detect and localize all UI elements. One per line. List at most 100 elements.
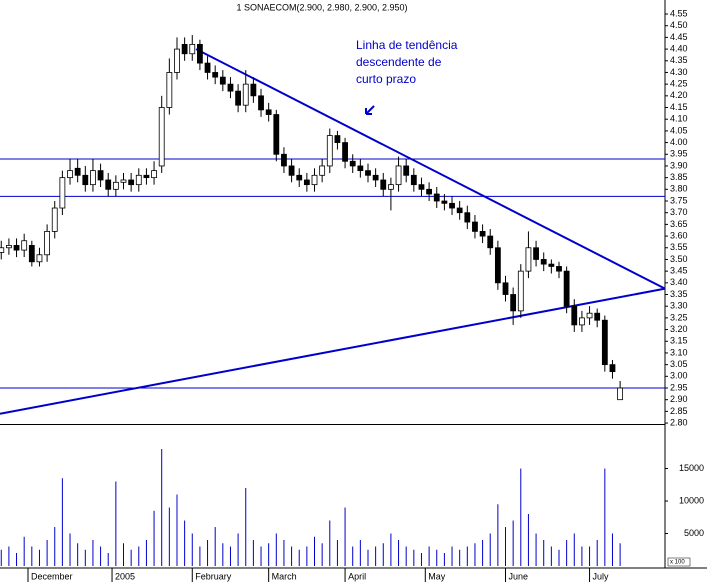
- y-tick-label: 4.40: [670, 43, 688, 53]
- y-tick-label: 3.65: [670, 219, 688, 229]
- candle-body: [464, 212, 471, 223]
- volume-tick-label: 5000: [684, 528, 704, 538]
- candle-body: [311, 174, 318, 186]
- candle-body: [609, 364, 616, 373]
- candle-body: [418, 184, 425, 190]
- candle-body: [265, 109, 272, 115]
- candle-body: [51, 207, 58, 232]
- candle-body: [334, 135, 341, 143]
- annotation-text: descendente de: [356, 55, 442, 69]
- candle-body: [212, 72, 219, 78]
- candle-body: [617, 387, 624, 401]
- candle-body: [112, 181, 119, 190]
- candle-body: [242, 83, 249, 106]
- y-tick-label: 3.55: [670, 242, 688, 252]
- y-tick-label: 3.60: [670, 230, 688, 240]
- candle-body: [563, 270, 570, 307]
- candle-body: [166, 72, 173, 108]
- candle-body: [342, 142, 348, 162]
- x-tick-label: March: [272, 571, 297, 581]
- candle-body: [59, 177, 66, 209]
- candle-body: [158, 107, 165, 167]
- x-tick-label: December: [31, 571, 73, 581]
- candle-body: [128, 179, 135, 186]
- x-tick-label: June: [509, 571, 529, 581]
- y-tick-label: 3.50: [670, 254, 688, 264]
- candle-body: [479, 231, 486, 237]
- candle-body: [97, 170, 104, 181]
- candle-body: [258, 95, 264, 111]
- candle-body: [548, 263, 555, 267]
- candle-body: [426, 188, 433, 195]
- trendline: [195, 48, 666, 290]
- candle-body: [449, 202, 455, 209]
- y-tick-label: 3.30: [670, 301, 688, 311]
- y-tick-label: 4.30: [670, 67, 688, 77]
- x-tick-label: February: [195, 571, 232, 581]
- y-tick-label: 3.90: [670, 160, 688, 170]
- candle-body: [13, 245, 20, 251]
- y-tick-label: 4.20: [670, 90, 688, 100]
- candle-body: [441, 200, 448, 204]
- y-tick-label: 3.20: [670, 324, 688, 334]
- y-tick-label: 4.05: [670, 125, 688, 135]
- candle-body: [494, 247, 501, 284]
- y-tick-label: 4.55: [670, 8, 688, 18]
- candle-body: [273, 114, 280, 155]
- candle-body: [281, 153, 287, 167]
- candle-body: [197, 44, 203, 64]
- candle-body: [410, 174, 417, 186]
- y-tick-label: 3.85: [670, 172, 688, 182]
- volume-tick-label: 10000: [679, 495, 704, 505]
- candle-body: [357, 165, 364, 172]
- y-tick-label: 4.10: [670, 114, 688, 124]
- y-tick-label: 4.35: [670, 55, 688, 65]
- candle-body: [533, 247, 539, 260]
- candle-body: [303, 179, 310, 186]
- y-tick-label: 4.00: [670, 137, 688, 147]
- candle-body: [601, 319, 608, 366]
- candle-body: [204, 62, 211, 73]
- candle-body: [388, 184, 394, 190]
- y-tick-label: 3.00: [670, 371, 688, 381]
- candle-body: [326, 135, 333, 167]
- candle-body: [380, 179, 387, 190]
- x-tick-label: 2005: [115, 571, 135, 581]
- y-tick-label: 2.90: [670, 394, 688, 404]
- chart-title: 1 SONAECOM(2.900, 2.980, 2.900, 2.950): [236, 2, 407, 12]
- candle-body: [21, 240, 28, 251]
- candle-body: [372, 174, 379, 181]
- y-tick-label: 2.80: [670, 417, 688, 427]
- y-tick-label: 3.15: [670, 336, 688, 346]
- candle-body: [74, 167, 81, 176]
- y-tick-label: 3.80: [670, 184, 688, 194]
- candle-body: [90, 170, 96, 186]
- candle-body: [525, 247, 532, 272]
- y-tick-label: 3.45: [670, 266, 688, 276]
- candle-body: [556, 266, 562, 272]
- trendline: [0, 287, 666, 415]
- candle-body: [235, 90, 242, 106]
- candle-body: [189, 44, 196, 55]
- candle-body: [67, 170, 73, 179]
- candle-body: [395, 165, 402, 186]
- y-tick-label: 4.25: [670, 79, 688, 89]
- candle-body: [510, 294, 517, 312]
- candle-body: [151, 170, 157, 179]
- candle-body: [288, 165, 295, 176]
- candle-body: [540, 259, 547, 265]
- y-tick-label: 3.25: [670, 312, 688, 322]
- candle-body: [433, 193, 440, 202]
- candle-body: [319, 165, 326, 176]
- candle-body: [502, 282, 509, 295]
- volume-tick-label: 15000: [679, 463, 704, 473]
- candle-body: [586, 312, 593, 319]
- y-tick-label: 3.40: [670, 277, 688, 287]
- candle-body: [36, 254, 43, 263]
- candle-body: [349, 160, 356, 167]
- candle-body: [181, 44, 188, 55]
- candle-body: [571, 305, 578, 326]
- candle-body: [0, 247, 5, 253]
